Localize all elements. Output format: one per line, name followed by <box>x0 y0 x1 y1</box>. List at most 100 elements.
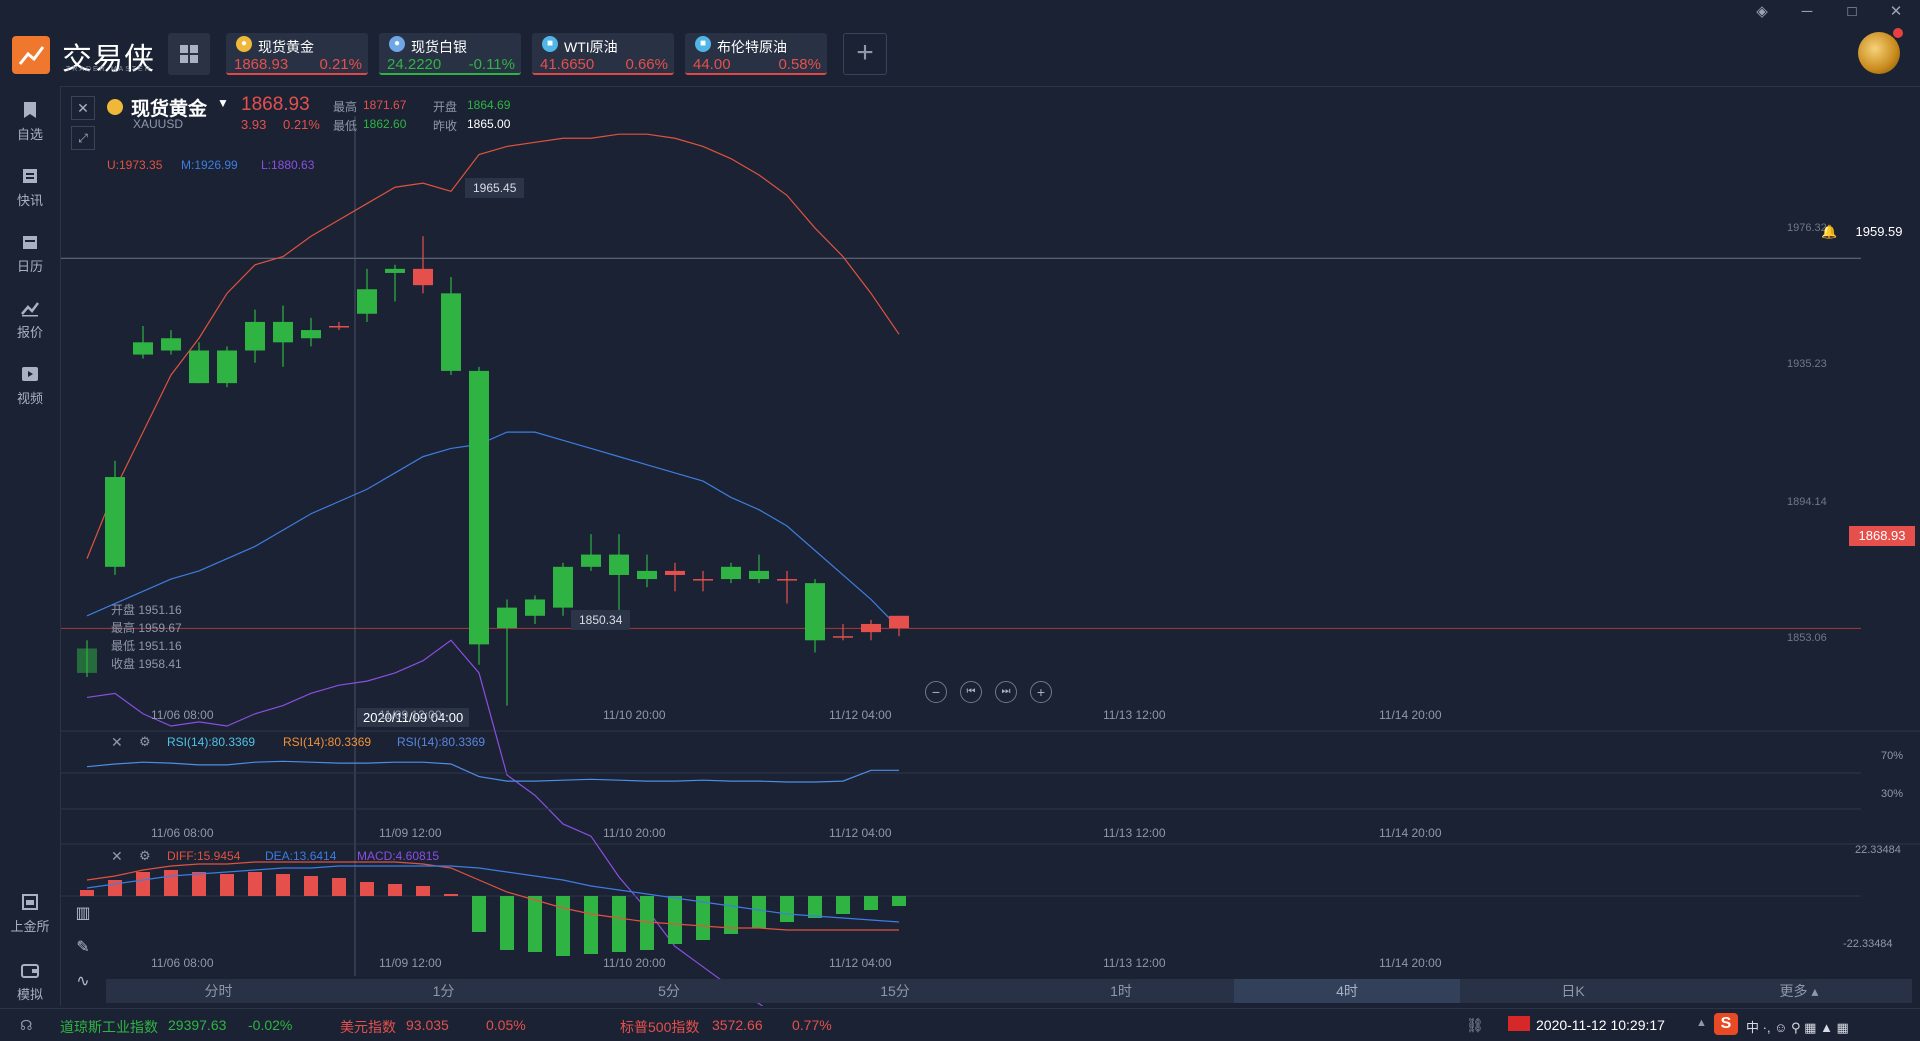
sidebar-item-calendar[interactable]: 日历 <box>0 232 60 275</box>
kline-chart[interactable] <box>61 86 1920 1006</box>
sidebar-item-watchlist[interactable]: 自选 <box>0 100 60 143</box>
symbol-name[interactable]: 现货黄金 <box>131 99 208 120</box>
timeframe-5m[interactable]: 5分 <box>658 983 680 999</box>
sp500-value: 3572.66 <box>712 1017 763 1033</box>
usd-index-label[interactable]: 美元指数 <box>340 1019 396 1035</box>
candle-body <box>469 370 489 645</box>
timeframe-15m[interactable]: 15分 <box>880 983 910 999</box>
indicator-wave-icon[interactable]: ∿ <box>76 973 90 990</box>
close-chart-button[interactable]: ✕ <box>71 96 95 120</box>
candle-body <box>105 477 125 567</box>
macd-histogram-bar <box>500 896 514 950</box>
sidebar-item-simulate[interactable]: 模拟 <box>0 960 60 1003</box>
close-macd-button[interactable]: ✕ <box>111 848 123 864</box>
macd-histogram-bar <box>584 896 598 954</box>
sidebar-item-quotes[interactable]: 报价 <box>0 298 60 341</box>
boll-middle-label: M:1926.99 <box>181 158 238 172</box>
last-price-tag: 1868.93 <box>1849 526 1915 546</box>
close-rsi-button[interactable]: ✕ <box>111 734 123 750</box>
tray-arrow-icon[interactable]: ▲ <box>1696 1017 1707 1029</box>
open-value: 1864.69 <box>467 98 511 112</box>
macd-histogram-bar <box>696 896 710 940</box>
grid-menu-button[interactable] <box>168 33 210 75</box>
zoom-out-button[interactable]: − <box>925 681 947 703</box>
boll-lower-line <box>86 639 764 1006</box>
time-axis-rsi-label: 11/09 12:00 <box>379 826 442 840</box>
candle-body <box>777 579 797 581</box>
ticker-tab-brent[interactable]: ■ 布伦特原油 44.00 0.58% <box>685 33 827 75</box>
ticker-price: 1868.93 <box>234 56 289 73</box>
headset-icon[interactable]: ☊ <box>20 1017 33 1033</box>
sp500-label[interactable]: 标普500指数 <box>620 1019 700 1035</box>
usd-index-value: 93.035 <box>406 1017 449 1033</box>
avatar[interactable] <box>1858 32 1900 74</box>
ticker-name: 现货黄金 <box>258 39 314 55</box>
usd-index-change: 0.05% <box>486 1017 526 1033</box>
settings-icon[interactable]: ⚙ <box>139 734 151 749</box>
price-axis-label: 1976.32 <box>1787 222 1827 234</box>
ticker-name: WTI原油 <box>564 39 618 55</box>
draw-pencil-icon[interactable]: ✎ <box>76 939 90 956</box>
time-axis-main-label: 11/10 20:00 <box>603 708 666 722</box>
ime-status-icons[interactable]: 中 ·, ☺ ⚲ ▦ ▲ ▦ <box>1746 1020 1849 1035</box>
link-icon[interactable]: ⛓ <box>1466 1017 1484 1033</box>
expand-icon[interactable]: ⤢ <box>71 126 95 150</box>
timeframe-bar: 分时 1分 5分 15分 1时 4时 日K 更多 ▴ <box>106 979 1912 1003</box>
macd-histogram-bar <box>220 874 234 896</box>
macd-histogram-bar <box>808 896 822 918</box>
skin-icon[interactable]: ◈ <box>1756 3 1768 20</box>
close-window-button[interactable]: ✕ <box>1889 3 1903 20</box>
ticker-price: 44.00 <box>693 56 731 73</box>
candle-body <box>525 599 545 616</box>
macd-histogram-bar <box>332 878 346 896</box>
symbol-change: 3.93 <box>241 117 267 132</box>
ticker-tab-silver[interactable]: ● 现货白银 24.2220 -0.11% <box>379 33 521 75</box>
maximize-button[interactable]: □ <box>1847 3 1857 20</box>
rsi-label-c: RSI(14):80.3369 <box>397 735 486 749</box>
candle-body <box>413 268 433 286</box>
candle-body <box>497 607 517 629</box>
ticker-change: 0.58% <box>778 56 821 73</box>
candle-body <box>805 583 825 641</box>
ohlc-open: 开盘 1951.16 <box>111 603 182 617</box>
add-ticker-button[interactable]: + <box>843 33 887 75</box>
timeframe-4h[interactable]: 4时 <box>1234 979 1460 1003</box>
ticker-tab-wti[interactable]: ■ WTI原油 41.6650 0.66% <box>532 33 674 75</box>
sidebar-item-video[interactable]: 视频 <box>0 364 60 407</box>
ticker-tab-gold[interactable]: ● 现货黄金 1868.93 0.21% <box>226 33 368 75</box>
timeframe-1m[interactable]: 1分 <box>432 983 455 999</box>
ticker-change: -0.11% <box>468 56 515 73</box>
timeframe-more[interactable]: 更多 ▴ <box>1686 979 1912 1003</box>
macd-histogram-bar <box>612 896 626 952</box>
sidebar-item-label: 模拟 <box>16 987 43 1002</box>
candle-body <box>441 293 461 371</box>
macd-histogram-bar <box>416 886 430 896</box>
ticker-price: 41.6650 <box>540 56 595 73</box>
ohlc-close: 收盘 1958.41 <box>111 657 182 671</box>
dow-label[interactable]: 道琼斯工业指数 <box>60 1019 158 1035</box>
scroll-start-button[interactable]: ⏮ <box>960 681 982 703</box>
crosshair-time-label: 2020/11/09 04:00 <box>357 708 470 727</box>
bell-icon[interactable]: 🔔 <box>1821 224 1838 239</box>
timeframe-1h[interactable]: 1时 <box>1110 983 1132 999</box>
silver-coin-icon: ● <box>389 36 405 52</box>
chart-area[interactable]: ✕ ⤢ 现货黄金 ▼ XAUUSD 1868.93 3.93 0.21% 最高 … <box>60 86 1920 1006</box>
zoom-in-button[interactable]: + <box>1030 681 1052 703</box>
sidebar: 自选 快讯 日历 报价 视频 上金所 模拟 <box>0 86 60 1006</box>
settings-icon[interactable]: ⚙ <box>139 848 151 863</box>
sidebar-item-news[interactable]: 快讯 <box>0 166 60 209</box>
rsi-label-a: RSI(14):80.3369 <box>167 735 256 749</box>
sidebar-item-label: 快讯 <box>16 193 43 208</box>
scroll-end-button[interactable]: ⏭ <box>995 681 1017 703</box>
calendar-icon <box>23 236 37 249</box>
boll-upper-label: U:1973.35 <box>107 158 163 172</box>
minimize-button[interactable]: ─ <box>1801 3 1813 20</box>
ime-logo-icon[interactable]: S <box>1714 1013 1738 1035</box>
macd-histogram-bar <box>752 896 766 928</box>
sidebar-item-sge[interactable]: 上金所 <box>0 892 60 935</box>
timeframe-tick[interactable]: 分时 <box>204 983 233 999</box>
chevron-down-icon[interactable]: ▼ <box>217 96 229 110</box>
candle-body <box>889 615 909 629</box>
timeframe-daily[interactable]: 日K <box>1561 983 1585 999</box>
indicator-icon[interactable]: ▥ <box>75 905 91 922</box>
